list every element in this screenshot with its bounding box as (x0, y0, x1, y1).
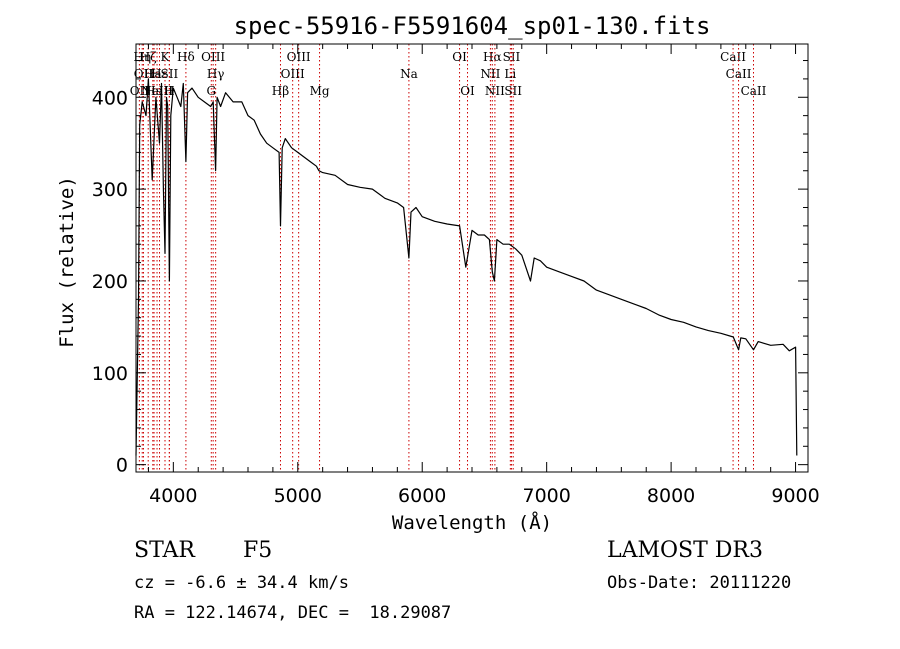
line-marker-label: Hδ (177, 50, 195, 64)
line-marker-label: CaII (720, 50, 746, 64)
line-marker-label: OII (130, 84, 150, 98)
line-marker-label: Hγ (207, 67, 225, 81)
spectrum-chart: spec-55916-F5591604_sp01-130.fits OIIHηO… (56, 12, 820, 534)
y-tick-label: 400 (92, 87, 128, 109)
y-tick-label: 300 (92, 179, 128, 201)
obs-date: Obs-Date: 20111220 (607, 573, 792, 593)
line-marker-label: SII (503, 50, 521, 64)
line-marker-label: H (164, 84, 174, 98)
subclass: F5 (243, 538, 273, 563)
x-tick-label: 5000 (274, 485, 322, 507)
line-marker-label: Hε (151, 67, 168, 81)
x-axis-label: Wavelength (Å) (392, 511, 552, 534)
line-marker-label: Li (504, 67, 516, 81)
x-tick-label: 6000 (398, 485, 446, 507)
line-marker-label: OI (460, 84, 475, 98)
line-marker-label: NII (480, 67, 500, 81)
object-class: STAR (134, 538, 195, 563)
chart-title: spec-55916-F5591604_sp01-130.fits (234, 12, 711, 40)
line-marker-label: Ha (145, 84, 163, 98)
line-marker-label: Hα (483, 50, 502, 64)
coordinates-text: RA = 122.14674, DEC = 18.29087 (134, 603, 452, 623)
y-axis-label: Flux (relative) (56, 176, 78, 348)
line-marker-label: Mg (310, 84, 330, 98)
line-marker-label: SII (160, 67, 178, 81)
series-layer (135, 78, 798, 456)
x-tick-label: 7000 (522, 485, 570, 507)
line-marker-label: SII (504, 84, 522, 98)
plot-frame (135, 43, 809, 473)
line-marker-label: K (161, 50, 171, 64)
axis-ticks: 4000 5000 6000 7000 8000 9000 0 100 200 300 400 (92, 44, 820, 507)
line-marker-label: OIII (287, 50, 311, 64)
x-tick-label: 4000 (149, 485, 197, 507)
redshift-text: cz = -6.6 ± 34.4 km/s (134, 573, 349, 593)
spectrum-line-0 (135, 78, 798, 456)
line-marker-label: NII (485, 84, 505, 98)
line-marker-label: Hβ (272, 84, 289, 98)
y-tick-label: 200 (92, 271, 128, 293)
x-tick-label: 8000 (647, 485, 695, 507)
line-marker-label: CaII (726, 67, 752, 81)
survey-name: LAMOST DR3 (607, 538, 763, 563)
line-marker-label: CaII (741, 84, 767, 98)
y-tick-label: 100 (92, 363, 128, 385)
line-marker-label: OIII (201, 50, 225, 64)
line-marker-label: OI (452, 50, 467, 64)
line-marker-label: G (206, 84, 216, 98)
line-marker-label: Na (400, 67, 418, 81)
line-marker-label: Hζ (140, 50, 157, 64)
y-tick-label: 0 (116, 455, 128, 477)
line-marker-label: OIII (281, 67, 305, 81)
x-tick-label: 9000 (771, 485, 819, 507)
